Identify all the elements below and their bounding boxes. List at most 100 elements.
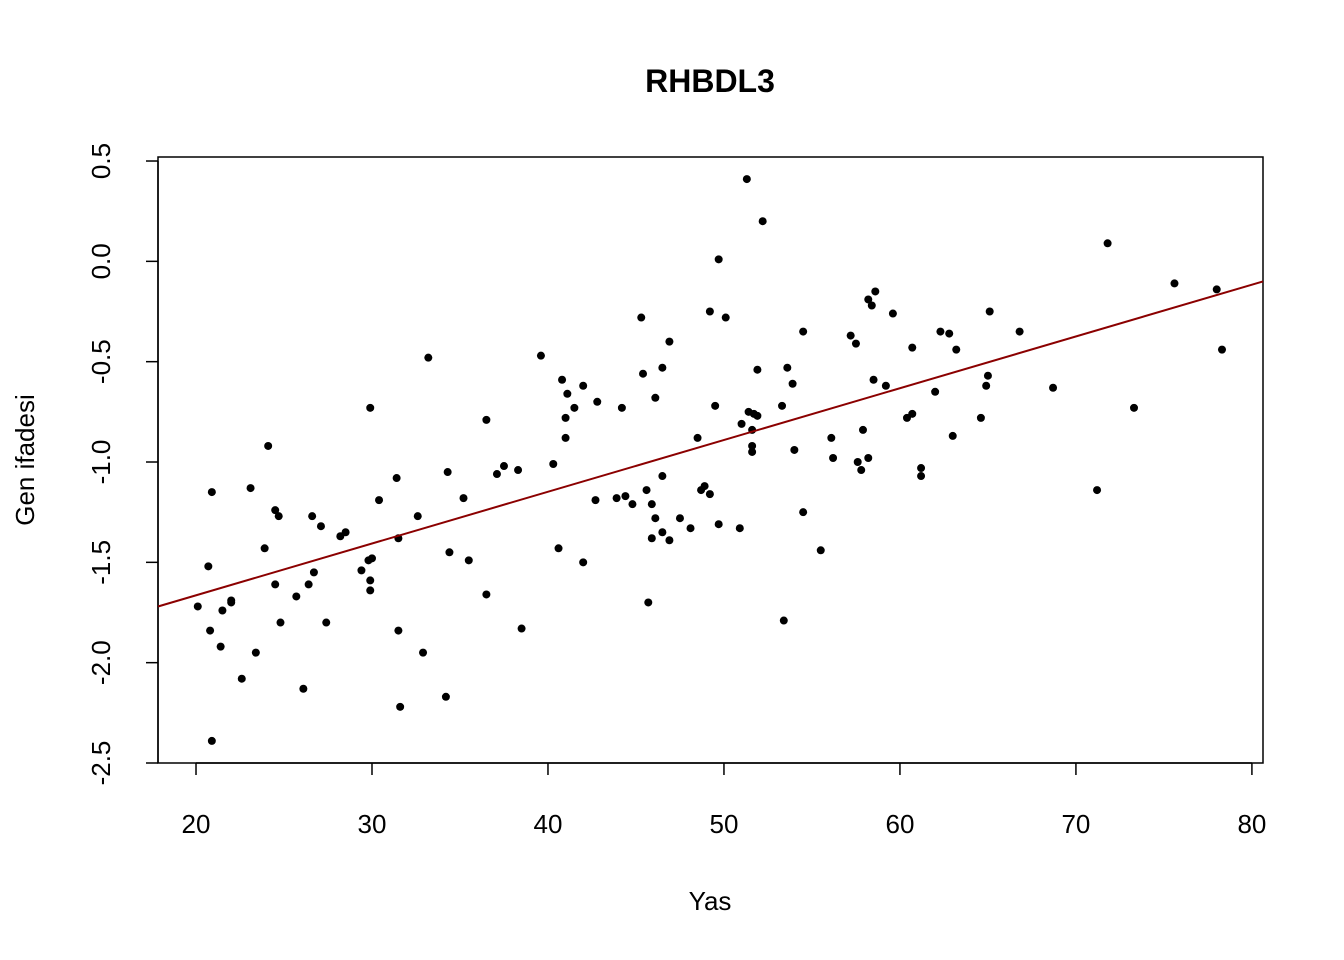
point [621, 492, 630, 501]
point [711, 401, 720, 410]
point [1103, 239, 1112, 248]
point [651, 393, 660, 402]
point [612, 494, 621, 503]
point [658, 363, 667, 372]
point [237, 674, 246, 683]
y-tick-label: 0.5 [86, 143, 116, 179]
point [549, 460, 558, 469]
point [464, 556, 473, 565]
point [271, 580, 280, 589]
point [908, 343, 917, 352]
x-tick-label: 70 [1061, 809, 1090, 839]
point [419, 648, 428, 657]
point [658, 528, 667, 537]
point [742, 175, 751, 184]
point [639, 369, 648, 378]
point [637, 313, 646, 322]
point [714, 255, 723, 264]
point [1049, 383, 1058, 392]
point [367, 554, 376, 563]
point [561, 433, 570, 442]
point [308, 512, 317, 521]
x-tick-label: 20 [182, 809, 211, 839]
x-tick-label: 80 [1237, 809, 1266, 839]
point [366, 576, 375, 585]
point [705, 490, 714, 499]
point [554, 544, 563, 553]
point [846, 331, 855, 340]
point [827, 433, 836, 442]
y-tick-label: -2.5 [86, 741, 116, 786]
point [867, 301, 876, 310]
point [917, 464, 926, 473]
point [579, 558, 588, 567]
point [517, 624, 526, 633]
point [218, 606, 227, 615]
point [705, 307, 714, 316]
point [952, 345, 961, 354]
point [864, 295, 873, 304]
point [292, 592, 301, 601]
point [628, 500, 637, 509]
point [424, 353, 433, 362]
point [931, 387, 940, 396]
point [445, 548, 454, 557]
point [1217, 345, 1226, 354]
point [366, 403, 375, 412]
point [561, 413, 570, 422]
point [1093, 486, 1102, 495]
point [1170, 279, 1179, 288]
point [753, 365, 762, 374]
point [881, 381, 890, 390]
point [642, 486, 651, 495]
plot-box [157, 156, 1264, 764]
point [976, 413, 985, 422]
point [394, 626, 403, 635]
point [514, 466, 523, 475]
x-axis-label: Yas [689, 886, 732, 916]
y-axis-label: Gen ifadesi [10, 394, 40, 526]
point [216, 642, 225, 651]
point [737, 419, 746, 428]
point [482, 590, 491, 599]
chart-title: RHBDL3 [645, 63, 775, 99]
point [264, 441, 273, 450]
point [396, 702, 405, 711]
point [721, 313, 730, 322]
point [593, 397, 602, 406]
point [816, 546, 825, 555]
point [299, 684, 308, 693]
point [665, 337, 674, 346]
point [985, 307, 994, 316]
point [665, 536, 674, 545]
point [888, 309, 897, 318]
point [260, 544, 269, 553]
point [536, 351, 545, 360]
point [753, 411, 762, 420]
point [644, 598, 653, 607]
point [563, 389, 572, 398]
point [271, 506, 280, 515]
y-tick-label: -2.0 [86, 640, 116, 685]
point [617, 403, 626, 412]
point [748, 441, 757, 450]
point [274, 512, 283, 521]
point [829, 453, 838, 462]
point [341, 528, 350, 537]
point [441, 692, 450, 701]
point [246, 484, 255, 493]
fit-line [157, 280, 1264, 608]
point [309, 568, 318, 577]
point [714, 520, 723, 529]
point [983, 371, 992, 380]
point [735, 524, 744, 533]
point [322, 618, 331, 627]
point [936, 327, 945, 336]
point [276, 618, 285, 627]
point [778, 401, 787, 410]
x-tick-label: 50 [710, 809, 739, 839]
point [304, 580, 313, 589]
point [647, 500, 656, 509]
